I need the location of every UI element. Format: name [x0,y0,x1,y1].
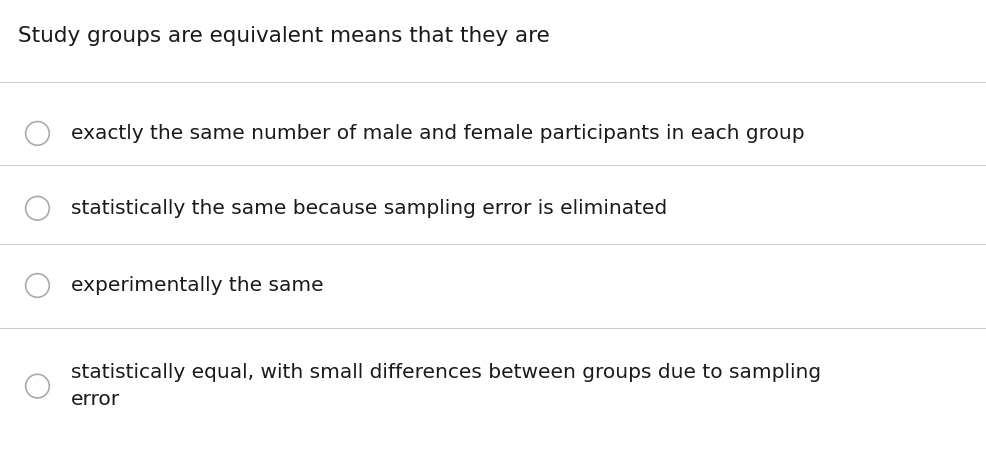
Text: statistically equal, with small differences between groups due to sampling
error: statistically equal, with small differen… [71,363,821,409]
Ellipse shape [26,274,49,297]
Ellipse shape [26,122,49,145]
Text: experimentally the same: experimentally the same [71,276,323,295]
Ellipse shape [26,197,49,220]
Text: Study groups are equivalent means that they are: Study groups are equivalent means that t… [18,26,549,46]
Text: exactly the same number of male and female participants in each group: exactly the same number of male and fema… [71,124,805,143]
Text: statistically the same because sampling error is eliminated: statistically the same because sampling … [71,199,668,218]
Ellipse shape [26,374,49,398]
